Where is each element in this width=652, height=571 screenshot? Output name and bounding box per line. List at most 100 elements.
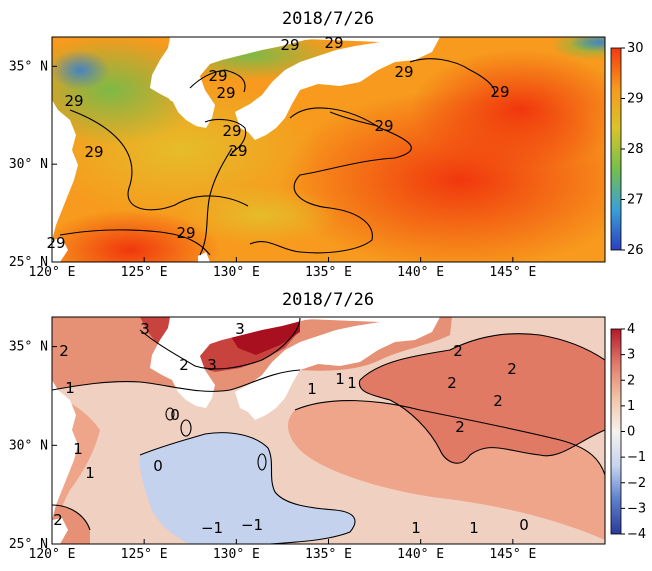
anom-contours (52, 317, 605, 544)
anom-contour-2-ne-south (358, 379, 605, 464)
colorbar-sst (610, 47, 622, 251)
colorbar-anomaly-ticks: 4 3 2 1 0 −1 −2 −3 −4 (621, 322, 646, 542)
colorbar-tick-label: −2 (627, 476, 646, 491)
land-china-coast-2 (52, 380, 78, 520)
colorbar-tick-label: 2 (627, 373, 635, 388)
anom-contour-neg (139, 432, 356, 544)
colorbar-tick-label: 0 (627, 425, 635, 440)
x-tick-label: 140° E (397, 547, 444, 562)
colorbar-tick-label: 27 (627, 193, 644, 208)
anom-clabel: 1 (307, 380, 317, 398)
sst-contour-29-g (204, 118, 247, 153)
anom-clabel: 2 (59, 342, 69, 360)
panel2-title: 2018/7/26 (282, 290, 374, 310)
colorbar-tick-label: 4 (627, 322, 635, 337)
colorbar-tick-label: 26 (627, 243, 644, 258)
x-tick-label: 135° E (305, 265, 352, 280)
x-tick-label: 130° E (213, 265, 260, 280)
sst-clabel: 29 (324, 34, 343, 52)
anom-contour-1-north (52, 369, 301, 392)
x-tick-label: 130° E (213, 547, 260, 562)
anom-clabel: 1 (65, 379, 75, 397)
anom-clabel: −1 (201, 519, 223, 537)
panel-anomaly: 2018/7/26 (9, 290, 646, 562)
x-tick-label: 120° E (29, 265, 76, 280)
land-taiwan-2 (52, 518, 68, 544)
sst-yellow-south (180, 185, 340, 245)
colorbar-tick-label: 30 (627, 41, 644, 56)
anom-contour-2-ne (359, 333, 605, 381)
colorbar-tick-label: −3 (627, 501, 646, 516)
anom-clabel: 2 (453, 342, 463, 360)
sst-blue-northeast (570, 37, 605, 52)
land-korea-china-north-2 (52, 317, 330, 408)
sst-contour-29-h (329, 111, 379, 127)
anom-clabel: 2 (455, 418, 465, 436)
anom-clabel: 2 (507, 360, 517, 378)
sst-contour-29-f (189, 69, 246, 93)
anom-clabel: 3 (140, 320, 150, 338)
land-japan (235, 37, 440, 140)
land-taiwan (52, 238, 68, 262)
x-tick-label: 145° E (489, 265, 536, 280)
sst-clabel: 29 (374, 117, 393, 135)
anom-contour-3 (139, 317, 301, 370)
anom-contour-small-a (180, 419, 192, 437)
anom-clabel: 2 (53, 511, 63, 529)
sst-blue-yellowsea (52, 50, 110, 90)
sst-clabel: 29 (84, 143, 103, 161)
sst-field (52, 37, 605, 262)
anom-contour-1-east (294, 400, 605, 476)
x-tick-label: 145° E (489, 547, 536, 562)
x-tick-label: 125° E (121, 265, 168, 280)
panel1-title: 2018/7/26 (282, 9, 374, 29)
y-tick-label: 25° N (9, 255, 48, 270)
sst-contour-29-d (199, 147, 233, 256)
panel-sst: 2018/7/26 (9, 9, 644, 280)
sst-hot-core-north (410, 50, 605, 170)
anom-clabel: 0 (519, 516, 529, 534)
land-korea-china-north (52, 37, 330, 128)
anom-contour-small-b (257, 453, 267, 471)
anom-clabel: 2 (179, 356, 189, 374)
anom-contour-small-c (165, 407, 175, 421)
sst-contour-29-b (59, 229, 211, 256)
anom-clabel: −1 (241, 516, 263, 534)
colorbar-tick-label: −1 (627, 450, 646, 465)
x-tick-label: 135° E (305, 547, 352, 562)
colorbar-sst-ticks: 26 27 28 29 30 (621, 41, 644, 258)
anom-clabel: 3 (235, 320, 245, 338)
colorbar-anomaly (610, 328, 622, 535)
land-okinawa (198, 252, 210, 262)
sst-clabel: 29 (46, 234, 65, 252)
y-tick-label: 30° N (9, 438, 48, 453)
anom-clabel: 0 (153, 457, 163, 475)
sst-hot-southwest (52, 210, 220, 262)
sst-clabel: 29 (228, 142, 247, 160)
anom-clabel: 1 (73, 440, 83, 458)
anom-clabel: 1 (85, 464, 95, 482)
sst-contours (59, 58, 496, 256)
colorbar-tick-label: 1 (627, 399, 635, 414)
sst-contour-labels: 29 29 29 29 29 29 29 29 29 29 29 29 29 (46, 34, 509, 252)
sst-clabel: 29 (222, 122, 241, 140)
panel1-ticks: 120° E 125° E 130° E 135° E 140° E 145° E 25° … (9, 59, 536, 280)
x-tick-label: 120° E (29, 547, 76, 562)
y-tick-label: 35° N (9, 340, 48, 355)
sst-clabel: 29 (216, 84, 235, 102)
sst-clabel: 29 (176, 224, 195, 242)
sst-clabel: 29 (394, 63, 413, 81)
anom-region-2-northeast (359, 333, 605, 464)
sst-clabel: 29 (64, 92, 83, 110)
land-japan-2 (235, 317, 440, 420)
panel2-ticks: 120° E 125° E 130° E 135° E 140° E 145° E 25° … (9, 340, 536, 562)
anom-contour-labels: 3 3 3 2 2 1 1 2 2 2 2 1 1 1 0 0 1 2 −1 −… (53, 320, 529, 537)
x-tick-label: 125° E (121, 547, 168, 562)
anom-clabel: 1 (347, 374, 357, 392)
anom-clabel: 2 (447, 374, 457, 392)
sst-clabel: 29 (208, 67, 227, 85)
sst-contour-29-c (249, 107, 412, 254)
anom-clabel: 2 (493, 392, 503, 410)
y-tick-label: 30° N (9, 157, 48, 172)
